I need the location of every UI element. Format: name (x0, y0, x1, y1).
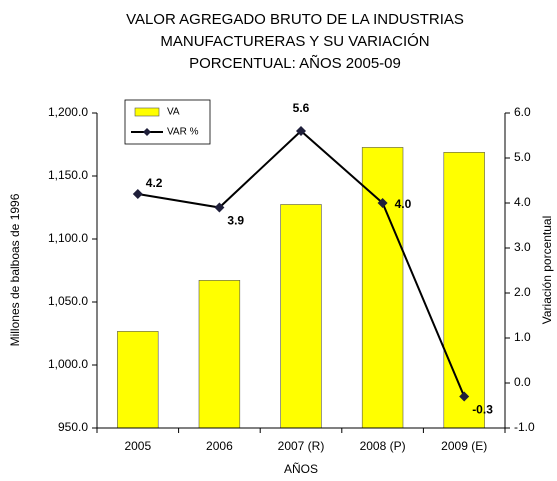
marker (214, 202, 225, 213)
marker (132, 189, 143, 199)
y-tick-label: 950.0 (58, 420, 88, 434)
chart-title: VALOR AGREGADO BRUTO DE LA INDUSTRIAS (126, 11, 464, 28)
data-label: 4.0 (395, 197, 412, 211)
y2-tick-label: -1.0 (514, 420, 535, 434)
data-label: 3.9 (227, 214, 244, 228)
y-tick-label: 1,150.0 (48, 168, 88, 182)
legend-label: VAR % (167, 127, 199, 138)
y-tick-label: 1,200.0 (48, 105, 88, 119)
bar (443, 152, 485, 429)
y2-tick-label: 5.0 (514, 150, 531, 164)
y2-tick-label: 2.0 (514, 285, 531, 299)
x-tick-label: 2008 (P) (360, 439, 406, 453)
y-tick-label: 1,000.0 (48, 357, 88, 371)
x-tick-label: 2009 (E) (441, 439, 487, 453)
marker (377, 198, 388, 208)
y2-tick-label: 1.0 (514, 330, 531, 344)
legend-marker (143, 128, 151, 136)
legend-label: VA (167, 107, 180, 118)
y2-tick-label: 0.0 (514, 375, 531, 389)
x-axis-label: AÑOS (284, 462, 318, 476)
x-tick-label: 2005 (124, 439, 151, 453)
y-axis-label: Millones de balboas de 1996 (8, 193, 22, 346)
marker (296, 126, 306, 136)
y2-tick-label: 3.0 (514, 240, 531, 254)
legend-swatch (134, 107, 160, 117)
y2-tick-label: 4.0 (514, 195, 531, 209)
bar (198, 280, 241, 429)
y2-axis-label: Variación porcentual (540, 216, 554, 325)
marker (459, 391, 470, 402)
x-tick-label: 2006 (206, 439, 233, 453)
data-label: -0.3 (472, 403, 493, 417)
legend-box (124, 99, 211, 145)
data-label: 4.2 (146, 176, 163, 190)
chart-title: PORCENTUAL: AÑOS 2005-09 (189, 55, 401, 72)
bar (361, 147, 404, 429)
bar (117, 331, 159, 429)
data-label: 5.6 (293, 101, 310, 115)
y-tick-label: 1,050.0 (48, 294, 88, 308)
bar (280, 204, 322, 429)
y-tick-label: 1,100.0 (48, 231, 88, 245)
chart-title: MANUFACTURERAS Y SU VARIACIÓN (160, 33, 429, 50)
x-tick-label: 2007 (R) (278, 439, 325, 453)
y2-tick-label: 6.0 (514, 105, 531, 119)
